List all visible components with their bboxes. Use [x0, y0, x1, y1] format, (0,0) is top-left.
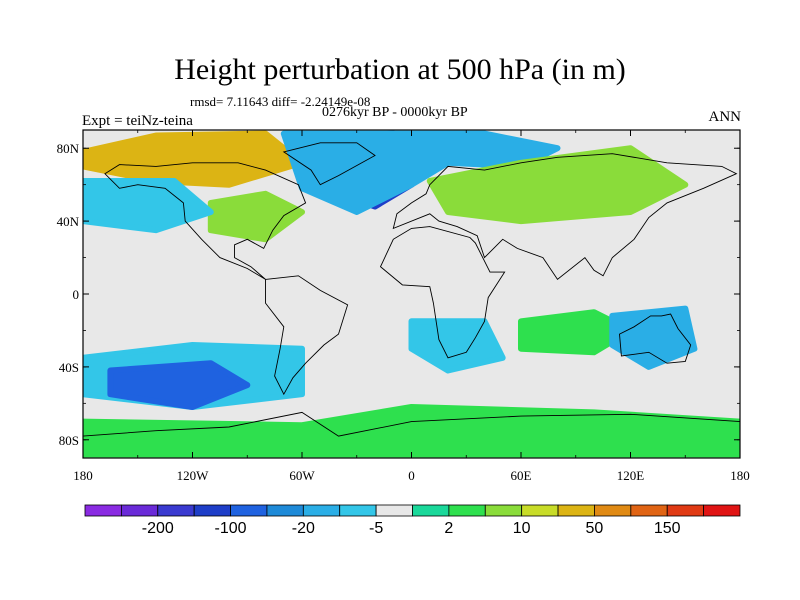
- colorbar-swatch: [703, 504, 741, 517]
- colorbar-swatch: [630, 504, 668, 517]
- lon-tick-label: 120E: [617, 468, 645, 483]
- lon-tick-label: 60E: [511, 468, 532, 483]
- field-region-australia-blue: [609, 305, 698, 370]
- coastline-north-america: [104, 162, 307, 280]
- coastline-eurasia: [392, 153, 738, 281]
- colorbar-label: 150: [654, 520, 681, 537]
- colorbar-swatch: [484, 504, 523, 517]
- lat-tick-label: 40S: [59, 360, 79, 375]
- lat-tick-label: 40N: [57, 214, 80, 229]
- colorbar-label: -100: [215, 520, 247, 537]
- field-region-s-pacific-deep: [107, 360, 251, 410]
- colorbar-label: 10: [513, 520, 531, 537]
- colorbar-swatch: [448, 504, 486, 517]
- lon-tick-label: 180: [730, 468, 750, 483]
- colorbar-swatch: [84, 504, 122, 517]
- colorbar-swatch: [266, 504, 304, 517]
- coastline-antarctica: [83, 411, 740, 437]
- stats-line: rmsd= 7.11643 diff= -2.24149e-08: [190, 94, 371, 109]
- coastline-south-america: [265, 275, 349, 396]
- colorbar-swatch: [339, 504, 377, 517]
- period-label: 0276kyr BP - 0000kyr BP: [322, 105, 468, 120]
- field-region-n-america-green: [207, 190, 305, 243]
- colorbar-label: -5: [369, 520, 383, 537]
- lon-tick-label: 60W: [289, 468, 315, 483]
- field-layer: [83, 130, 740, 458]
- lon-tick-label: 0: [408, 468, 415, 483]
- colorbar-swatch: [666, 504, 705, 517]
- colorbar-swatch: [230, 504, 268, 517]
- field-region-n-atlantic-low: [280, 130, 561, 215]
- colorbar-swatch: [557, 504, 595, 517]
- plot-title: Height perturbation at 500 hPa (in m): [174, 53, 626, 86]
- field-region-arctic-warm: [83, 130, 305, 188]
- colorbar-swatch: [412, 504, 450, 517]
- lat-tick-label: 80N: [57, 141, 80, 156]
- colorbar-label: -20: [292, 520, 315, 537]
- field-region-s-atlantic-blue: [408, 318, 506, 374]
- colorbar-swatch: [302, 504, 341, 517]
- lon-tick-label: 120W: [177, 468, 210, 483]
- colorbar-label: 2: [444, 520, 453, 537]
- experiment-label: Expt = teiNz-teina: [82, 113, 193, 129]
- coastline-africa: [379, 226, 506, 359]
- coastline-australia: [619, 313, 692, 364]
- lat-tick-label: 80S: [59, 433, 79, 448]
- field-region-n-pacific-blue: [83, 178, 214, 234]
- colorbar-swatch: [193, 504, 231, 517]
- season-label: ANN: [708, 109, 742, 125]
- colorbar-swatch: [120, 504, 159, 517]
- colorbar-swatch: [375, 504, 413, 517]
- colorbar-swatch: [594, 504, 632, 517]
- lat-tick-label: 0: [73, 287, 80, 302]
- colorbar-swatch: [157, 504, 195, 517]
- lon-tick-label: 180: [73, 468, 93, 483]
- colorbar-label: -200: [142, 520, 174, 537]
- colorbar-swatch: [521, 504, 559, 517]
- coastline-greenland: [282, 142, 376, 186]
- colorbar-label: 50: [586, 520, 604, 537]
